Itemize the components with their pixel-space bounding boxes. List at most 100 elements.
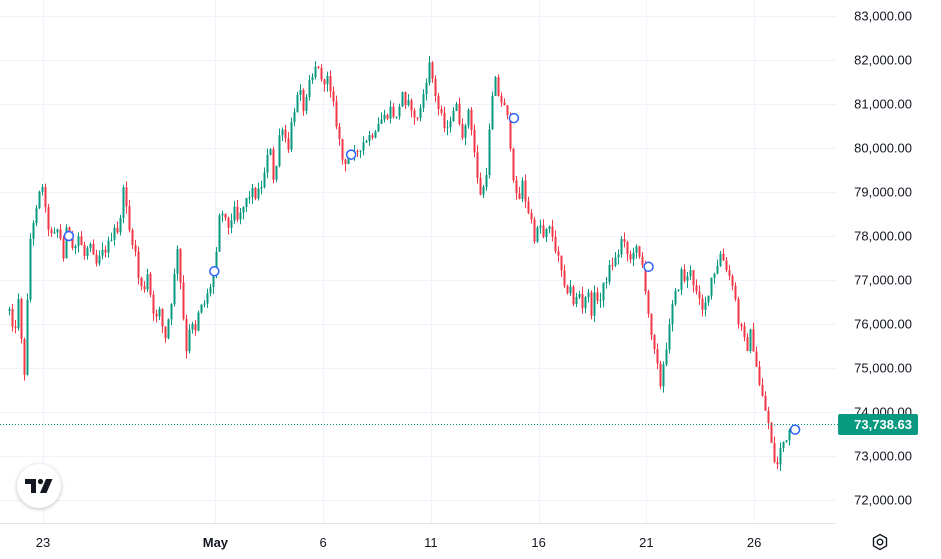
candle-body bbox=[455, 103, 458, 111]
price-tick-label: 80,000.00 bbox=[854, 141, 912, 156]
candle-body bbox=[65, 227, 68, 259]
candle-body bbox=[479, 178, 482, 195]
candle-body bbox=[176, 248, 179, 274]
candle-body bbox=[209, 287, 212, 294]
candle-body bbox=[179, 248, 182, 283]
candle-body bbox=[659, 363, 662, 387]
candle-body bbox=[20, 298, 23, 340]
candle-body bbox=[575, 297, 578, 305]
candle-body bbox=[653, 334, 656, 350]
time-tick-label: 11 bbox=[424, 535, 438, 550]
candle-body bbox=[527, 201, 530, 213]
candle-body bbox=[314, 66, 317, 78]
chart-settings-button[interactable] bbox=[868, 530, 892, 554]
candle-body bbox=[368, 135, 371, 141]
candle-body bbox=[557, 251, 560, 256]
candle-body bbox=[533, 219, 536, 242]
candle-body bbox=[146, 273, 149, 290]
last-price-value: 73,738.63 bbox=[854, 417, 912, 432]
candle-body bbox=[596, 292, 599, 301]
candle-body bbox=[569, 286, 572, 294]
candle-body bbox=[530, 212, 533, 220]
candle-body bbox=[449, 121, 452, 128]
candle-body bbox=[638, 246, 641, 257]
candle-body bbox=[89, 243, 92, 249]
candle-body bbox=[161, 309, 164, 327]
candle-body bbox=[473, 130, 476, 153]
candle-body bbox=[380, 119, 383, 124]
price-tick-label: 82,000.00 bbox=[854, 53, 912, 68]
candle-body bbox=[686, 276, 689, 281]
event-marker[interactable] bbox=[209, 265, 220, 277]
candle-body bbox=[782, 441, 785, 448]
candle-body bbox=[593, 292, 596, 316]
candle-body bbox=[143, 286, 146, 290]
candle-body bbox=[425, 82, 428, 95]
candle-body bbox=[512, 148, 515, 181]
candle-body bbox=[95, 254, 98, 264]
candle-body bbox=[422, 94, 425, 108]
candle-body bbox=[722, 253, 725, 261]
candle-body bbox=[572, 286, 575, 305]
candle-body bbox=[746, 337, 749, 351]
candle-body bbox=[242, 206, 245, 213]
candle-body bbox=[536, 227, 539, 242]
candle-body bbox=[458, 103, 461, 125]
candle-body bbox=[224, 213, 227, 218]
candle-body bbox=[359, 150, 362, 152]
candle-body bbox=[80, 236, 83, 246]
event-marker[interactable] bbox=[508, 112, 520, 124]
candle-body bbox=[374, 131, 377, 138]
time-tick-label: 6 bbox=[320, 535, 327, 550]
candle-body bbox=[164, 326, 167, 339]
candle-body bbox=[287, 138, 290, 150]
candle-body bbox=[578, 293, 581, 298]
candle-body bbox=[446, 127, 449, 129]
candle-body bbox=[554, 236, 557, 252]
candle-body bbox=[113, 227, 116, 240]
candle-body bbox=[365, 140, 368, 143]
candle-body bbox=[206, 293, 209, 304]
candle-body bbox=[158, 309, 161, 317]
candlesticks bbox=[8, 55, 794, 471]
candle-body bbox=[623, 239, 626, 242]
candle-body bbox=[617, 254, 620, 258]
candle-body bbox=[227, 217, 230, 228]
candle-body bbox=[269, 149, 272, 155]
candle-body bbox=[140, 277, 143, 287]
candle-body bbox=[92, 243, 95, 255]
candle-body bbox=[296, 95, 299, 113]
time-tick-label: 26 bbox=[747, 535, 761, 550]
time-axis[interactable]: 23 May 6 11 16 21 26 bbox=[36, 535, 762, 550]
candle-body bbox=[122, 187, 125, 218]
event-marker[interactable] bbox=[63, 230, 75, 242]
event-marker[interactable] bbox=[643, 261, 654, 273]
candle-body bbox=[548, 226, 551, 229]
candle-body bbox=[266, 154, 269, 173]
candle-body bbox=[740, 324, 743, 327]
event-marker[interactable] bbox=[789, 424, 801, 435]
candle-body bbox=[71, 233, 74, 249]
candle-body bbox=[524, 180, 527, 202]
candle-body bbox=[716, 265, 719, 274]
candle-body bbox=[239, 212, 242, 220]
candle-body bbox=[677, 289, 680, 291]
candle-body bbox=[281, 129, 284, 136]
last-price-badge-bg bbox=[838, 414, 918, 435]
candle-body bbox=[680, 269, 683, 290]
event-marker[interactable] bbox=[345, 149, 357, 160]
candle-body bbox=[404, 92, 407, 106]
candle-body bbox=[545, 228, 548, 238]
time-tick-label: May bbox=[203, 535, 229, 550]
tradingview-logo[interactable] bbox=[17, 464, 61, 508]
candle-body bbox=[752, 329, 755, 352]
candle-body bbox=[326, 75, 329, 85]
candle-body bbox=[743, 326, 746, 338]
candle-body bbox=[59, 229, 62, 239]
candle-body bbox=[134, 245, 137, 252]
event-markers bbox=[63, 112, 801, 435]
candle-body bbox=[590, 292, 593, 316]
candle-body bbox=[719, 253, 722, 266]
candle-body bbox=[755, 351, 758, 367]
